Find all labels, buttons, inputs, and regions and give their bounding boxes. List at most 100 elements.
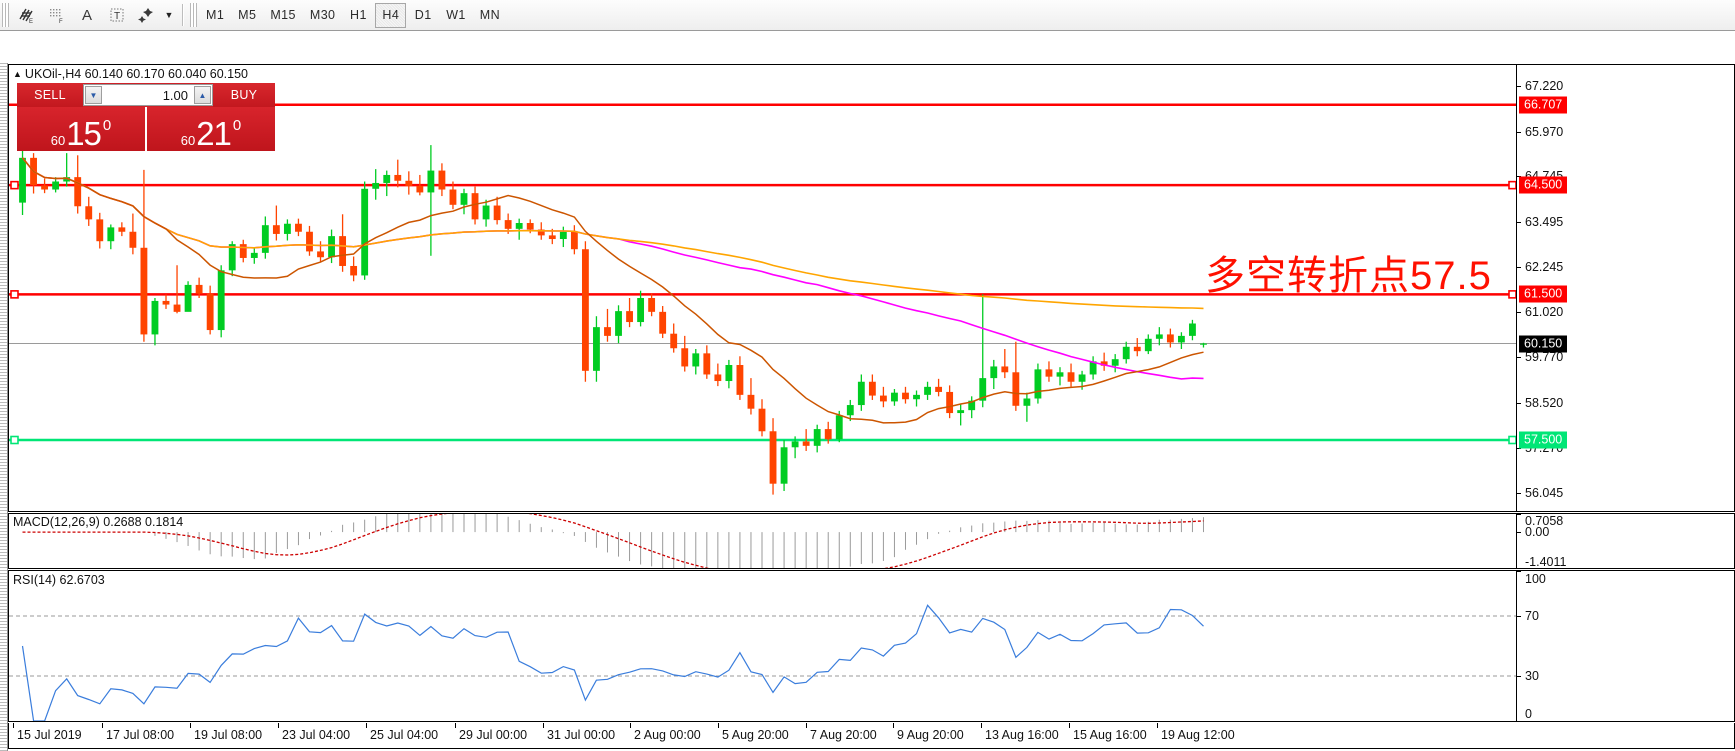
svg-text:E: E [29, 19, 33, 25]
collapse-triangle-icon[interactable]: ▲ [13, 69, 22, 79]
objects-icon[interactable] [132, 2, 162, 29]
time-tick-label: 19 Aug 12:00 [1161, 728, 1235, 742]
price-tick [1517, 311, 1521, 313]
price-tick [1517, 267, 1521, 269]
timeframe-m1[interactable]: M1 [206, 8, 225, 22]
price-level-badge-60-150[interactable]: 60.150 [1519, 335, 1568, 353]
time-tick [543, 723, 544, 728]
timeframe-d1[interactable]: D1 [414, 8, 432, 22]
rsi-tick [1517, 616, 1521, 617]
timeframe-m5[interactable]: M5 [238, 8, 257, 22]
grid-icon[interactable]: F [42, 2, 72, 29]
buy-button[interactable]: BUY [213, 83, 275, 107]
timeframe-h4[interactable]: H4 [375, 2, 407, 28]
price-tick [1517, 357, 1521, 359]
timeframe-drag-grip[interactable] [190, 3, 197, 27]
volume-decrement-icon[interactable]: ▼ [85, 86, 102, 104]
quote-text: UKOil-,H4 60.140 60.170 60.040 60.150 [24, 67, 248, 81]
timeframe-m30[interactable]: M30 [309, 8, 336, 22]
macd-tick-label: -1.4011 [1525, 555, 1567, 569]
sell-price-display[interactable]: 60 15 0 [17, 107, 145, 151]
chevron-down-icon[interactable]: ▼ [164, 10, 174, 20]
volume-stepper[interactable]: ▼ 1.00 ▲ [83, 84, 213, 106]
price-tick-label: 58.520 [1525, 395, 1564, 410]
svg-text:T: T [114, 11, 120, 22]
time-tick-label: 31 Jul 00:00 [547, 728, 616, 742]
trade-controls-row: SELL ▼ 1.00 ▲ BUY [17, 83, 275, 107]
price-tick-label: 59.770 [1525, 350, 1564, 365]
price-candles-svg [9, 103, 1516, 495]
indicators-icon[interactable]: E [12, 2, 42, 29]
chart-drag-grip[interactable] [0, 63, 8, 751]
sell-button[interactable]: SELL [17, 83, 83, 107]
time-tick [278, 723, 279, 728]
time-tick [893, 723, 894, 728]
timeframe-group: M1 M5 M15 M30 H1 H4 D1 W1 MN [200, 2, 508, 28]
time-tick-label: 17 Jul 08:00 [106, 728, 175, 742]
price-tick [1517, 402, 1521, 404]
price-level-badge-64-500[interactable]: 64.500 [1519, 176, 1568, 194]
rsi-axis: 100 70 30 0 [1516, 571, 1734, 722]
macd-svg [22, 514, 1204, 568]
macd-plot-area[interactable] [9, 514, 1516, 568]
sell-price-main: 15 [66, 115, 102, 152]
text-label-icon[interactable]: T [102, 2, 132, 29]
time-tick-label: 29 Jul 00:00 [459, 728, 528, 742]
macd-tick [1517, 514, 1521, 515]
macd-label: MACD(12,26,9) 0.2688 0.1814 [13, 515, 184, 529]
time-tick-label: 19 Jul 08:00 [194, 728, 263, 742]
price-tick [1517, 448, 1521, 450]
volume-increment-icon[interactable]: ▲ [194, 86, 211, 104]
price-level-badge-66-707[interactable]: 66.707 [1519, 96, 1568, 114]
price-tick-label: 65.970 [1525, 124, 1564, 139]
rsi-tick [1517, 721, 1521, 722]
buy-price-display[interactable]: 60 21 0 [145, 107, 275, 151]
chart-canvas[interactable]: ▲ UKOil-,H4 60.140 60.170 60.040 60.150 6… [8, 64, 1735, 751]
rsi-pane[interactable]: RSI(14) 62.6703 100 70 30 0 [8, 570, 1735, 722]
price-level-badge-61-500[interactable]: 61.500 [1519, 285, 1568, 303]
price-tick [1517, 221, 1521, 223]
rsi-svg [9, 604, 1516, 721]
toolbar-separator [182, 4, 184, 26]
rsi-tick-label: 70 [1525, 609, 1539, 623]
time-tick-label: 13 Aug 16:00 [985, 728, 1059, 742]
price-axis[interactable]: 67.22065.97064.74563.49562.24561.02059.7… [1516, 65, 1734, 511]
symbol-quote-header: ▲ UKOil-,H4 60.140 60.170 60.040 60.150 [13, 67, 248, 81]
macd-tick [1517, 532, 1521, 534]
price-tick [1517, 86, 1521, 88]
timeframe-m15[interactable]: M15 [270, 8, 296, 22]
time-tick-label: 5 Aug 20:00 [722, 728, 789, 742]
time-axis[interactable]: 15 Jul 2019 17 Jul 08:00 19 Jul 08:00 23 Ju… [8, 723, 1735, 749]
macd-axis: 0.7058 0.00 -1.4011 [1516, 514, 1734, 569]
price-tick-label: 56.045 [1525, 485, 1564, 500]
price-tick [1517, 131, 1521, 133]
timeframe-w1[interactable]: W1 [446, 8, 466, 22]
time-tick [190, 723, 191, 728]
timeframe-mn[interactable]: MN [479, 8, 500, 22]
time-tick-label: 15 Aug 16:00 [1073, 728, 1147, 742]
time-tick [13, 723, 14, 728]
price-tick-label: 62.245 [1525, 260, 1564, 275]
timeframe-h1[interactable]: H1 [350, 8, 367, 22]
price-level-badge-57-500[interactable]: 57.500 [1519, 431, 1568, 449]
one-click-trading-panel[interactable]: SELL ▼ 1.00 ▲ BUY 60 15 0 60 [17, 83, 275, 151]
time-tick [981, 723, 982, 728]
price-tick-label: 63.495 [1525, 214, 1564, 229]
text-tool-icon[interactable]: A [81, 6, 92, 24]
time-tick [718, 723, 719, 728]
rsi-tick [1517, 571, 1521, 572]
buy-price-prefix: 60 [180, 133, 196, 148]
time-tick [455, 723, 456, 728]
time-tick [102, 723, 103, 728]
time-tick [806, 723, 807, 728]
macd-tick [1517, 568, 1521, 569]
price-plot-area[interactable] [9, 65, 1516, 511]
price-pane[interactable]: ▲ UKOil-,H4 60.140 60.170 60.040 60.150 6… [8, 64, 1735, 512]
buy-price-main: 21 [196, 115, 232, 152]
toolbar-drag-grip[interactable] [2, 3, 9, 27]
chart-annotation-text: 多空转折点57.5 [1205, 254, 1492, 298]
volume-input[interactable]: 1.00 [162, 87, 188, 103]
rsi-plot-area[interactable] [9, 571, 1516, 721]
macd-tick-label: 0.7058 [1525, 514, 1564, 528]
macd-pane[interactable]: MACD(12,26,9) 0.2688 0.1814 0.7058 0.00 -1… [8, 513, 1735, 569]
